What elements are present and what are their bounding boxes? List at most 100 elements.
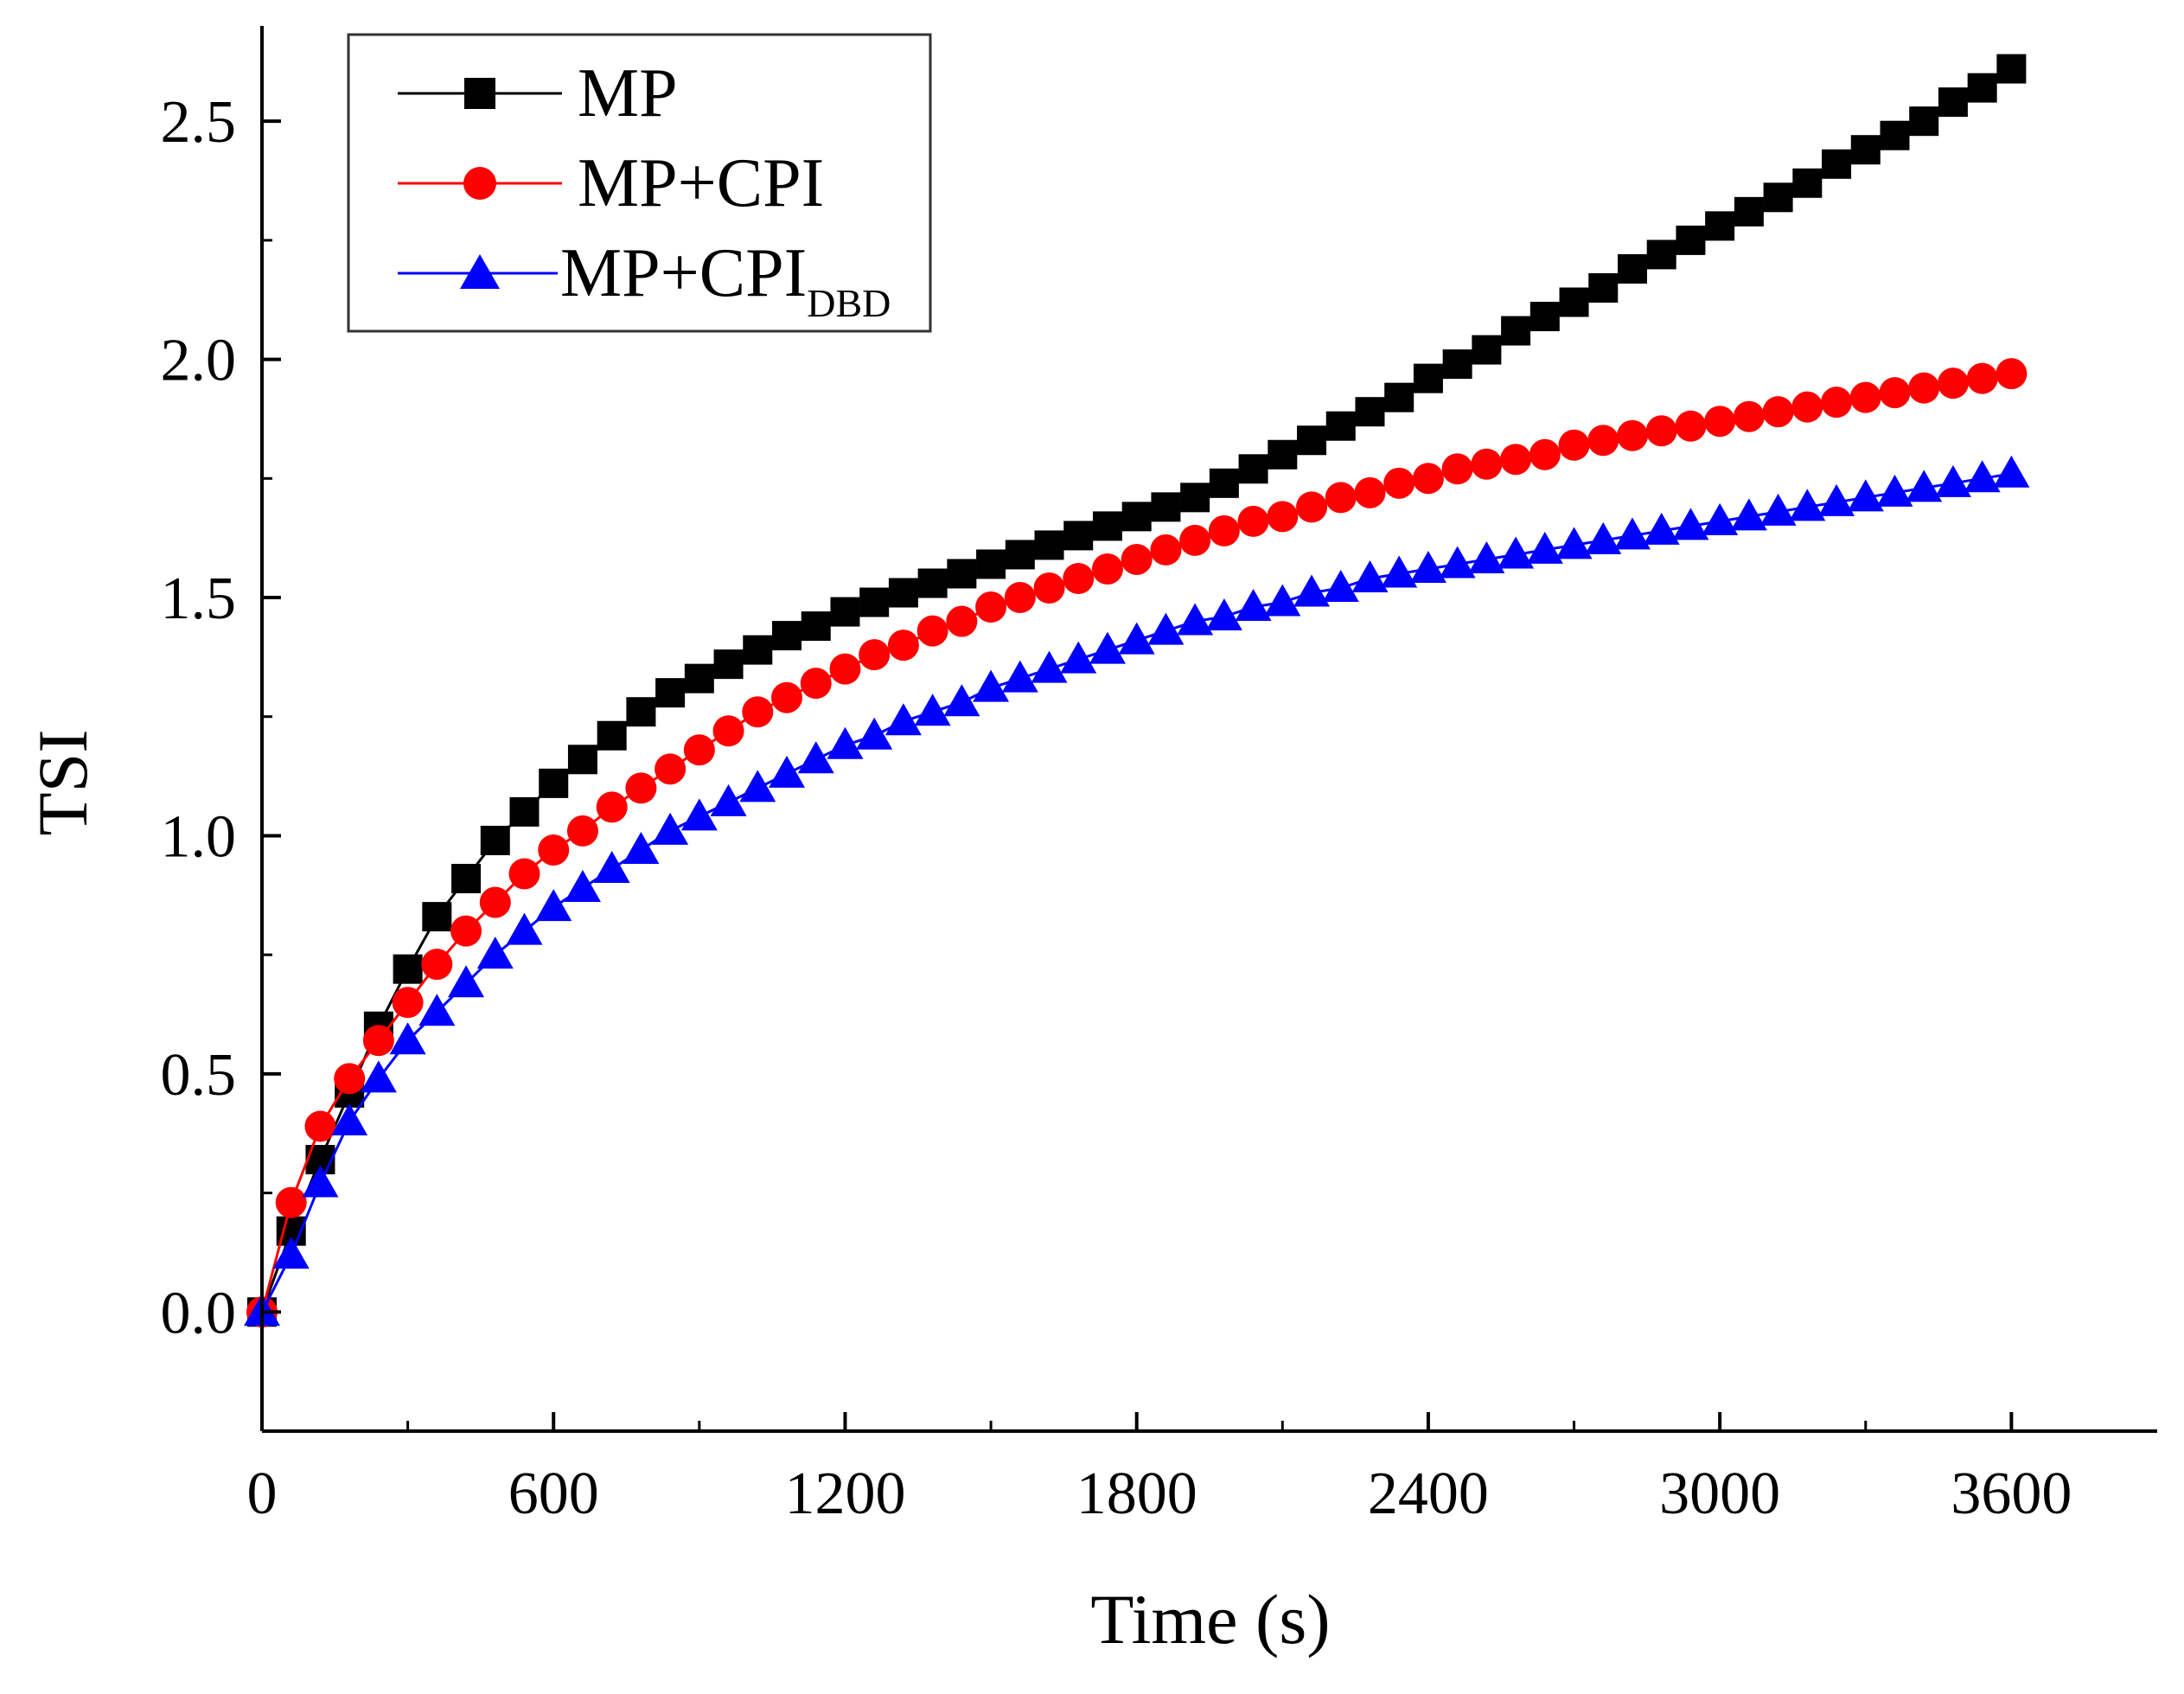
data-point-mp: [684, 663, 714, 694]
data-point-mp-cpi: [1150, 534, 1182, 566]
data-point-mp-cpi: [829, 653, 861, 685]
data-point-mp: [1822, 149, 1852, 179]
data-point-mp-cpi: [683, 734, 715, 766]
data-point-mp-cpi-dbd: [652, 812, 689, 845]
data-point-mp-cpi: [1063, 562, 1095, 594]
data-point-mp: [393, 954, 423, 984]
data-point-mp: [1705, 211, 1735, 241]
data-point-mp-cpi: [742, 696, 774, 728]
data-point-mp-cpi-dbd: [1322, 570, 1359, 602]
data-point-mp-cpi-dbd: [1702, 502, 1739, 535]
data-point-mp: [422, 902, 452, 932]
legend-marker-triangle: [460, 254, 500, 289]
data-point-mp-cpi: [1179, 524, 1211, 556]
legend-label-mp: MP: [578, 55, 678, 131]
data-point-mp-cpi-dbd: [1555, 527, 1593, 559]
data-point-mp: [1880, 120, 1910, 150]
data-point-mp: [1063, 521, 1094, 551]
data-point-mp-cpi: [1675, 410, 1707, 442]
data-point-mp: [1617, 253, 1647, 284]
legend-marker-circle: [463, 167, 496, 200]
data-point-mp: [1472, 335, 1502, 365]
x-tick-label: 1800: [1076, 1461, 1197, 1527]
data-point-mp: [1121, 502, 1152, 532]
data-point-mp-cpi-dbd: [973, 669, 1010, 702]
data-point-mp: [597, 720, 627, 751]
data-point-mp: [1209, 468, 1239, 498]
data-point-mp-cpi: [1121, 543, 1153, 575]
data-point-mp: [801, 611, 831, 642]
data-point-mp-cpi: [1762, 396, 1794, 428]
data-point-mp-cpi-dbd: [1585, 521, 1622, 554]
data-point-mp: [976, 549, 1006, 579]
data-point-mp-cpi-dbd: [1993, 455, 2030, 488]
data-point-mp-cpi: [1354, 476, 1386, 508]
y-tick-label: 2.5: [161, 89, 237, 156]
data-point-mp-cpi-dbd: [1439, 546, 1476, 579]
data-point-mp: [1005, 540, 1035, 570]
data-point-mp: [859, 587, 890, 617]
data-point-mp: [1763, 182, 1793, 213]
series-layer: [244, 54, 2030, 1328]
x-tick-label: 1200: [784, 1461, 905, 1527]
data-point-mp-cpi-dbd: [1089, 631, 1126, 664]
y-ticks: 0.0 0.5 1.0 1.5 2.0 2.5: [161, 89, 281, 1433]
data-point-mp-cpi: [1966, 362, 1998, 394]
data-point-mp-cpi: [1296, 491, 1328, 523]
data-point-mp-cpi-dbd: [1351, 559, 1389, 592]
data-point-mp-cpi-dbd: [1118, 622, 1155, 655]
series-mp-cpi-dbd: [244, 455, 2030, 1326]
data-point-mp-cpi-dbd: [739, 770, 776, 802]
data-point-mp: [830, 597, 860, 627]
data-point-mp: [1501, 316, 1531, 346]
data-point-mp: [1938, 87, 1968, 118]
data-point-mp-cpi-dbd: [593, 851, 630, 883]
series-mp-cpi: [246, 358, 2028, 1328]
x-tick-label: 600: [508, 1461, 599, 1527]
data-point-mp-cpi: [1616, 419, 1648, 451]
data-point-mp-cpi-dbd: [1381, 555, 1418, 588]
data-point-mp-cpi-dbd: [914, 694, 951, 726]
data-point-mp: [1734, 196, 1764, 227]
data-point-mp-cpi-dbd: [1498, 536, 1535, 569]
data-point-mp-cpi: [1267, 501, 1299, 533]
data-point-mp: [772, 621, 802, 651]
data-point-mp: [947, 559, 977, 589]
data-point-mp-cpi: [1441, 453, 1473, 485]
data-point-mp-cpi-dbd: [1235, 589, 1272, 622]
legend-label-mp-cpi-dbd: MP+CPIDBD: [560, 235, 891, 325]
data-point-mp-cpi-dbd: [1001, 660, 1038, 693]
data-point-mp-cpi: [771, 681, 803, 713]
data-point-mp-cpi-dbd: [1643, 512, 1680, 545]
y-tick-label: 1.5: [161, 566, 237, 632]
legend-item-mp-cpi: MP+CPI: [398, 145, 824, 221]
data-point-mp: [509, 796, 540, 827]
data-point-mp-cpi: [1208, 515, 1240, 547]
data-point-mp: [1559, 287, 1589, 317]
data-point-mp-cpi-dbd: [856, 717, 893, 750]
data-point-mp-cpi: [1529, 438, 1561, 470]
data-point-mp: [1967, 73, 1997, 103]
data-point-mp-cpi: [334, 1063, 366, 1095]
data-point-mp-cpi: [1471, 448, 1503, 480]
data-point-mp-cpi: [1791, 391, 1823, 423]
data-point-mp-cpi: [1383, 467, 1415, 499]
data-point-mp: [1238, 454, 1268, 484]
data-point-mp-cpi: [479, 886, 511, 918]
data-point-mp-cpi-dbd: [272, 1237, 310, 1269]
data-point-mp: [1850, 135, 1881, 165]
data-point-mp: [1413, 363, 1443, 393]
data-point-mp-cpi-dbd: [1264, 584, 1301, 617]
data-point-mp-cpi: [1937, 368, 1969, 400]
data-point-mp: [1996, 54, 2027, 84]
data-point-mp-cpi: [1587, 425, 1619, 457]
x-tick-label: 0: [247, 1461, 278, 1527]
data-point-mp: [917, 568, 948, 598]
data-point-mp-cpi-dbd: [1060, 641, 1097, 674]
data-point-mp-cpi: [421, 949, 453, 981]
data-point-mp-cpi-dbd: [1730, 498, 1767, 531]
data-point-mp-cpi: [655, 753, 686, 785]
data-point-mp-cpi: [566, 815, 598, 847]
data-point-mp: [1268, 439, 1298, 470]
